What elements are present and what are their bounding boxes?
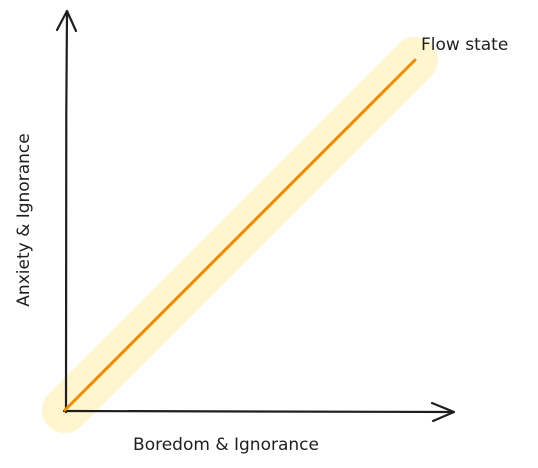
x-axis-arrowhead (430, 401, 456, 423)
flow-state-label: Flow state (421, 35, 508, 55)
y-axis-label: Anxiety & Ignorance (14, 133, 34, 306)
x-axis-label: Boredom & Ignorance (133, 435, 319, 455)
y-axis (64, 10, 69, 414)
x-axis (62, 409, 456, 414)
flow-state-line (63, 58, 417, 412)
y-axis-arrowhead (55, 9, 78, 33)
